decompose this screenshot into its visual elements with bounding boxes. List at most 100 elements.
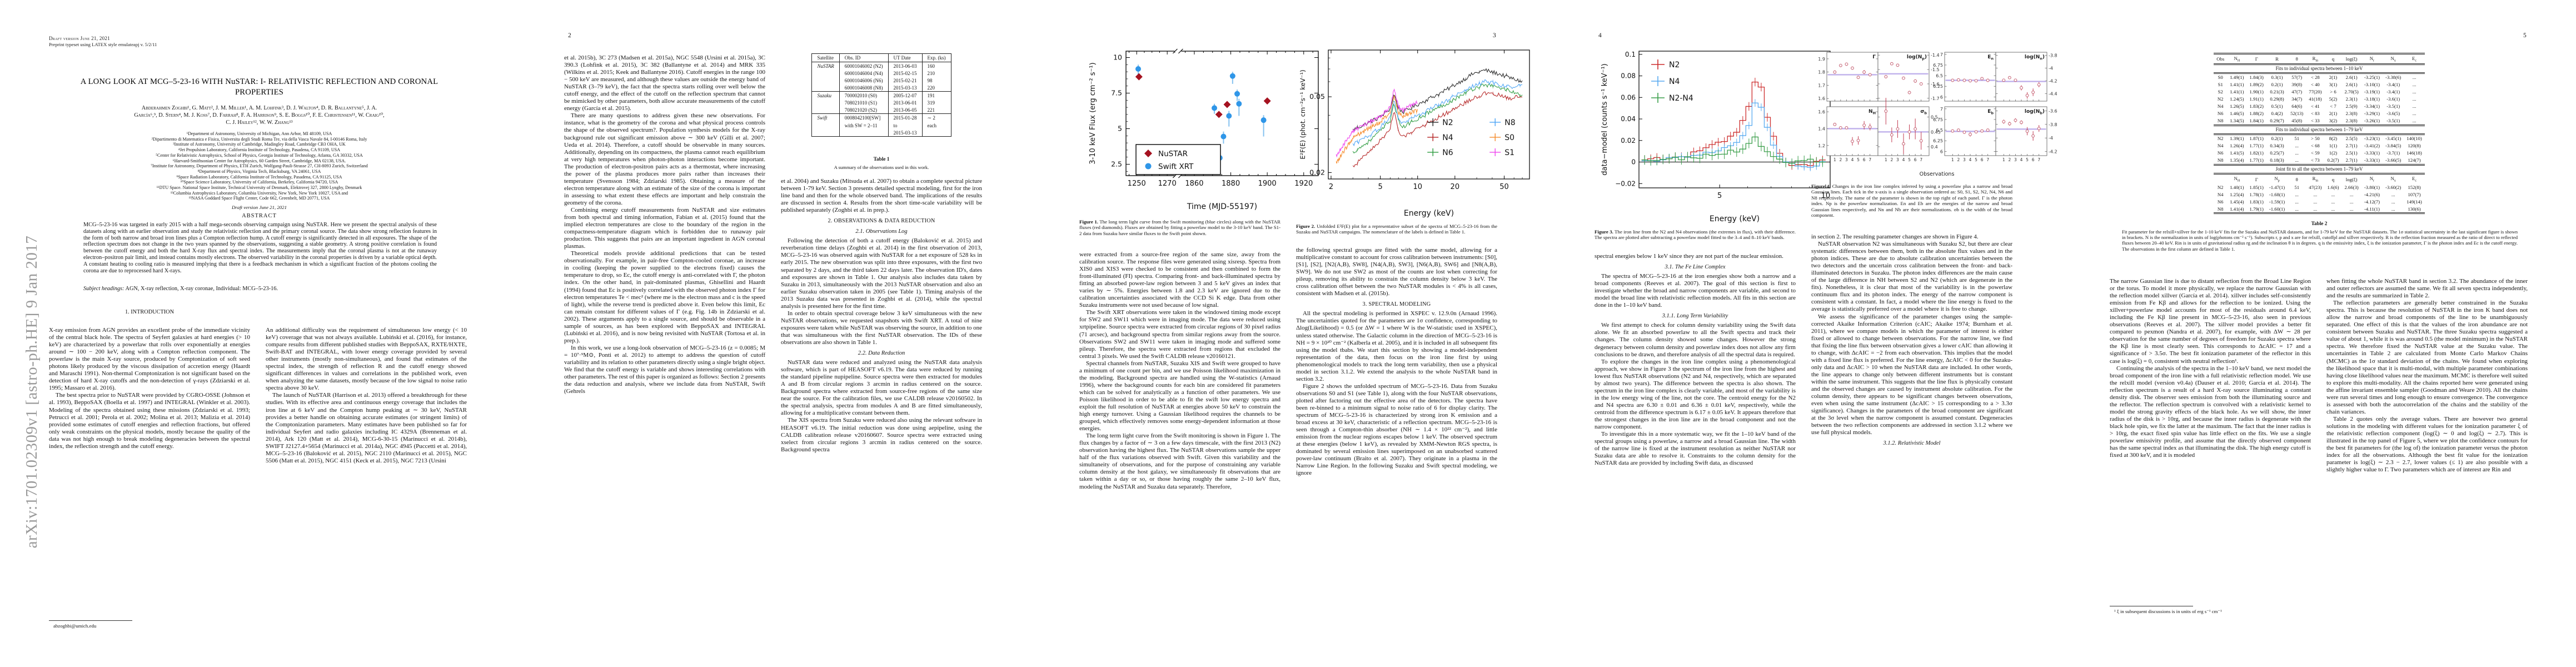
svg-text:6.25: 6.25 [1933,138,1943,143]
table-row: N6 1.45(4) 1.83(1) -1.59(1)............ -4.1… [2217,198,2422,205]
paragraph: et al. 2015b), 3C 273 (Madsen et al. 201… [564,54,765,112]
svg-text:4: 4 [1851,157,1854,162]
svg-text:N6: N6 [1442,148,1453,157]
affiliation-line: ⁵Center for Relativistic Astrophysics, S… [156,152,363,158]
paragraph: We assess the significance of the parame… [1811,313,2012,436]
svg-text:2.5: 2.5 [1111,160,1122,168]
svg-text:En: En [1987,54,1994,61]
page-4: 4 5 10 −0.02 0 0.02 0.04 0.06 0.08 0.1 N2 N4 N2-N4 d… [1546,0,2061,667]
subsection-heading: 3.1.1. Long Term Variability [1662,313,1728,320]
page-2: 2 et al. 2015b), 3C 273 (Madsen et al. 2… [515,0,1030,667]
svg-text:7: 7 [1986,157,1989,162]
paper-title: A LONG LOOK AT MCG–5-23-16 WITH NuSTAR: … [80,77,439,97]
paragraph: The spectra of MCG–5-23-16 at the iron e… [1595,273,1796,309]
paragraph: were extracted from a source-free region… [1079,251,1280,309]
table-row: N6 1.41(5) 1.82(1) 0.25(7)... < 59 1(2) 2.5(1)… [2217,150,2422,156]
svg-text:1920: 1920 [1294,180,1313,188]
paragraph: Figure 2 shows the unfolded spectrum of … [1296,382,1497,477]
svg-text:6: 6 [1914,157,1917,162]
svg-text:NuSTAR: NuSTAR [1158,150,1188,158]
figure-2-spectra-chart: 2 5 10 20 50 0.02 0.05 N2 N4 N6 N8 S0 S1 E²F(E) (phot… [1294,46,1538,222]
svg-text:-1.7: -1.7 [1931,96,1940,101]
units-footnote: ¹ ξ in subsequent discussions is in unit… [2114,609,2222,614]
paragraph: The XIS spectra from Suzaku were reduced… [781,417,982,453]
paragraph: NuSTAR data were reduced and analyzed us… [781,359,982,417]
table-header: θ [2288,53,2306,65]
table-row: N2 1.24(5) 1.91(1) 0.29(8) 34(7) 41(18) 5(2) 2.… [2217,96,2416,102]
svg-text:1.2: 1.2 [1818,143,1825,148]
svg-text:1270: 1270 [1158,180,1177,188]
svg-text:7: 7 [2037,157,2040,162]
draft-date: Draft version June 21, 2021 [232,205,287,210]
svg-text:6.25: 6.25 [1933,84,1943,89]
affiliation-line: ⁷Institute for Astronomy, Department of … [151,163,368,169]
svg-text:Γ: Γ [1872,54,1876,60]
page4-right-column: in section 2. The resulting parameter ch… [1811,233,2012,640]
table-row: 60001046008 (N8) 2015-03-13 220 [812,84,951,92]
paragraph: NuSTAR observation N2 was simultaneous w… [1811,241,2012,313]
svg-text:N4: N4 [1442,133,1453,142]
table2-caption: Fit parameter for the relxill+xillver fo… [2122,229,2518,252]
svg-text:4: 4 [2020,157,2023,162]
paragraph: Following the detection of both a cutoff… [781,237,982,310]
table-header: NH [2227,53,2247,65]
table-header: Ec [2404,53,2425,65]
affiliation-line: ⁶Harvard-Smithsonian Center for Astrophy… [172,158,346,163]
draft-version-line: Draft version June 21, 2021 [49,36,111,41]
svg-text:log(Nb): log(Nb) [2025,109,2045,116]
paragraph: the following spectral groups are fitted… [1296,247,1497,297]
table-header: Nr [2361,53,2383,65]
svg-text:4: 4 [1969,157,1972,162]
paragraph: In this work, we use a long-look observa… [564,344,765,395]
svg-text:7: 7 [1869,157,1871,162]
page-number: 5 [2523,32,2527,39]
paragraph: Continuing the analysis of the spectra i… [2110,365,2311,459]
svg-text:N8: N8 [1504,118,1515,127]
svg-text:10: 10 [1413,183,1422,191]
svg-text:5: 5 [1118,125,1122,133]
paragraph: The Swift XRT observations were taken in… [1079,309,1280,360]
table-header: UT Date [888,53,923,62]
subsection-heading: 3.1.2. Relativistic Model [1883,440,1941,447]
svg-text:S0: S0 [1504,133,1514,142]
page-number: 4 [1598,32,1602,39]
svg-text:1900: 1900 [1258,180,1277,188]
svg-text:S1: S1 [1504,148,1514,157]
table-row: 708021010 (S1) 2013-06-01 319 [812,99,951,106]
fig2-svg: 2 5 10 20 50 0.02 0.05 N2 N4 N6 N8 S0 S1 E²F(E) (phot… [1299,49,1530,218]
svg-text:-1.6: -1.6 [1931,82,1940,87]
svg-text:-4: -4 [2049,66,2053,71]
svg-text:5: 5 [1975,157,1977,162]
subsection-heading: 2.1. Observations Log [855,228,908,235]
paragraph: Theoretical models provide additional pr… [564,250,765,344]
table-row: S0 1.49(1) 1.84(3) 0.3(1) 57(7) < 28 2(1) 2.6(1… [2218,74,2416,81]
paragraph: in section 2. The resulting parameter ch… [1811,233,1979,240]
svg-text:N2: N2 [1669,61,1680,69]
svg-text:4: 4 [1902,157,1905,162]
svg-text:1250: 1250 [1128,180,1146,188]
svg-text:3: 3 [1963,157,1966,162]
observations-table: Satellite Obs. ID UT Date Exp. (ks) NuSTAR 60… [811,53,951,137]
svg-text:1: 1 [2002,157,2005,162]
svg-text:0.45: 0.45 [1931,130,1941,135]
svg-text:3: 3 [1896,157,1899,162]
section-heading: 2. OBSERVATIONS & DATA REDUCTION [828,218,935,225]
author-list: Abderahmen Zoghbi¹, G. Matt², J. M. Mill… [134,105,385,126]
svg-text:data−model (counts s⁻¹ keV⁻¹): data−model (counts s⁻¹ keV⁻¹) [1601,63,1609,176]
svg-text:1.4: 1.4 [1818,126,1825,131]
svg-text:6: 6 [1940,149,1943,154]
paragraph: The narrow Gaussian line is due to dista… [2110,278,2311,365]
affiliation-line: ¹⁰Space Science Laboratory, University o… [180,180,338,185]
svg-text:0.02: 0.02 [1309,168,1325,176]
svg-text:Observations: Observations [1920,171,1955,177]
footnote-rule [49,620,132,621]
svg-text:7: 7 [1940,107,1943,112]
page-number: 2 [568,32,571,39]
table-row: N2 1.40(1) 1.85(1) -1.47(1) 51 47(23) 1.6(6) 2.… [2217,184,2421,190]
svg-text:0.1: 0.1 [1625,51,1636,58]
svg-text:10: 10 [1821,192,1831,200]
paragraph: To explore the changes in the iron line … [1595,358,1796,431]
svg-text:2: 2 [1329,183,1333,191]
